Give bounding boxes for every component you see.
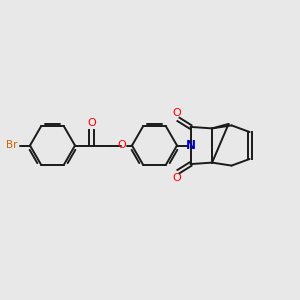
- Text: O: O: [172, 173, 181, 183]
- Text: N: N: [185, 139, 196, 152]
- Text: O: O: [118, 140, 127, 151]
- Text: O: O: [172, 108, 181, 118]
- Text: Br: Br: [6, 140, 17, 151]
- Text: O: O: [87, 118, 96, 128]
